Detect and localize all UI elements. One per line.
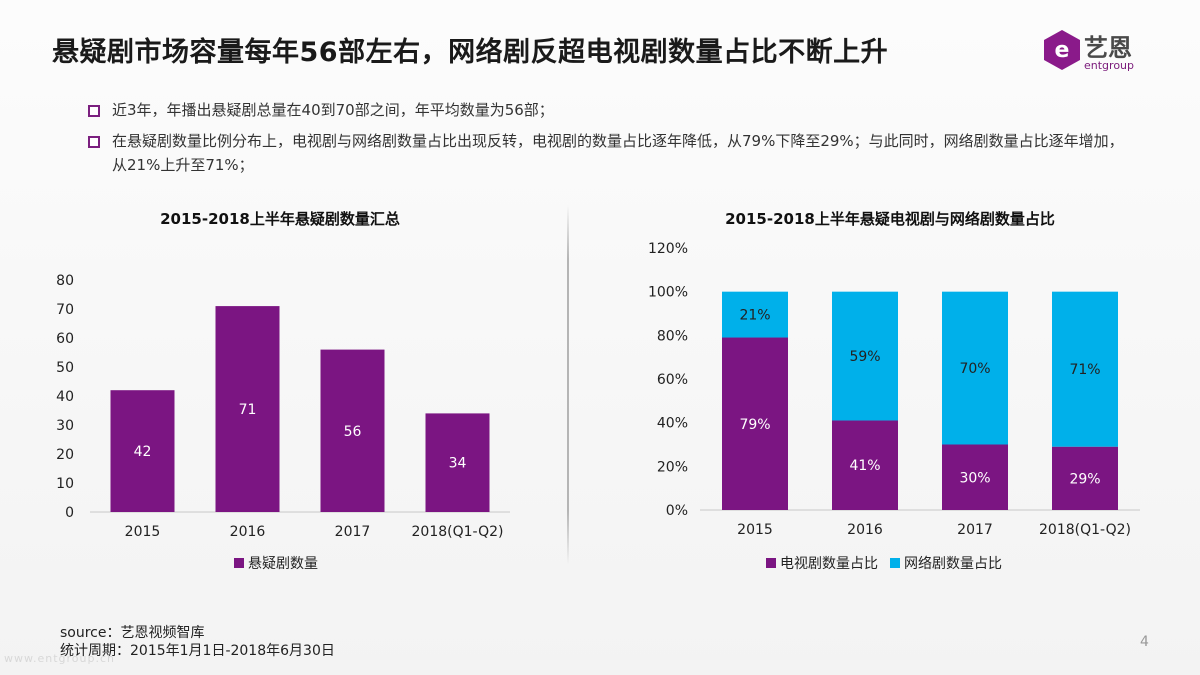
legend-swatch	[890, 558, 900, 568]
y-tick-label: 10	[56, 476, 74, 492]
y-tick-label: 100%	[648, 285, 688, 301]
x-tick-label: 2015	[125, 524, 161, 540]
x-tick-label: 2016	[847, 522, 883, 538]
tv-share-bar	[942, 444, 1008, 510]
y-tick-label: 60%	[657, 372, 688, 388]
y-tick-label: 0	[65, 505, 74, 521]
y-tick-label: 20%	[657, 459, 688, 475]
bar-value-label: 71	[239, 402, 257, 418]
bar	[320, 349, 385, 512]
y-tick-label: 20	[56, 447, 74, 463]
share-ratio-chart: 2015-2018上半年悬疑电视剧与网络剧数量占比 0% 20% 40% 60% 80% 1…	[648, 210, 1140, 572]
tv-share-bar	[722, 337, 788, 510]
svg-text:e: e	[1055, 38, 1070, 63]
x-tick-label: 2016	[230, 524, 266, 540]
bar-value-label: 41%	[849, 458, 880, 474]
legend-label: 悬疑剧数量	[248, 556, 318, 572]
x-tick-label: 2017	[335, 524, 371, 540]
bar-value-label: 30%	[959, 470, 990, 486]
bullet-text: 近3年，年播出悬疑剧总量在40到70部之间，年平均数量为56部；	[112, 101, 554, 119]
web-share-bar	[722, 291, 788, 338]
bar-value-label: 56	[344, 424, 362, 440]
web-share-bar	[832, 291, 898, 421]
legend-label: 网络剧数量占比	[904, 556, 1002, 572]
bar	[425, 413, 490, 512]
total-count-chart: 2015-2018上半年悬疑剧数量汇总 0 10 20 30 40 50 60 70 80 42 20…	[56, 210, 510, 572]
bullet-item: 在悬疑剧数量比例分布上，电视剧与网络剧数量占比出现反转，电视剧的数量占比逐年降低…	[88, 129, 1128, 177]
x-tick-label: 2018(Q1-Q2)	[412, 524, 504, 540]
bar-value-label: 29%	[1069, 471, 1100, 487]
bullet-text: 在悬疑剧数量比例分布上，电视剧与网络剧数量占比出现反转，电视剧的数量占比逐年降低…	[112, 132, 1124, 174]
bar-value-label: 42	[134, 444, 152, 460]
bar	[215, 306, 280, 512]
bar-value-label: 79%	[739, 417, 770, 433]
square-bullet-icon	[88, 105, 100, 117]
logo-cn-text: 艺恩	[1084, 34, 1132, 62]
source-text: source：艺恩视频智库	[60, 625, 205, 641]
bar-value-label: 71%	[1069, 362, 1100, 378]
period-text: 统计周期：2015年1月1日-2018年6月30日	[60, 643, 335, 659]
bullet-item: 近3年，年播出悬疑剧总量在40到70部之间，年平均数量为56部；	[88, 98, 1128, 122]
web-share-bar	[942, 291, 1008, 445]
entgroup-logo: e 艺恩 entgroup	[1042, 28, 1172, 78]
y-tick-label: 60	[56, 331, 74, 347]
y-tick-label: 70	[56, 302, 74, 318]
logo-e-icon: e	[1044, 30, 1080, 70]
y-tick-label: 40%	[657, 416, 688, 432]
legend-swatch	[234, 558, 244, 568]
y-tick-label: 80%	[657, 328, 688, 344]
chart-title: 2015-2018上半年悬疑剧数量汇总	[160, 210, 400, 228]
x-tick-label: 2015	[737, 522, 773, 538]
y-tick-label: 50	[56, 360, 74, 376]
page-number: 4	[1140, 634, 1149, 650]
bar-value-label: 59%	[849, 349, 880, 365]
legend-swatch	[766, 558, 776, 568]
y-tick-label: 0%	[666, 503, 688, 519]
source-note: source：艺恩视频智库 统计周期：2015年1月1日-2018年6月30日	[60, 624, 335, 660]
tv-share-bar	[832, 420, 898, 510]
tv-share-bar	[1052, 446, 1118, 510]
watermark: www.entgroup.cn	[4, 652, 115, 665]
square-bullet-icon	[88, 136, 100, 148]
x-tick-label: 2018(Q1-Q2)	[1039, 522, 1131, 538]
y-tick-label: 120%	[648, 241, 688, 257]
y-tick-label: 40	[56, 389, 74, 405]
legend-label: 电视剧数量占比	[780, 556, 878, 572]
page-title: 悬疑剧市场容量每年56部左右，网络剧反超电视剧数量占比不断上升	[52, 37, 889, 68]
logo-en-text: entgroup	[1084, 59, 1134, 72]
chart-divider	[567, 205, 569, 565]
chart-title: 2015-2018上半年悬疑电视剧与网络剧数量占比	[725, 210, 1055, 228]
bar-value-label: 70%	[959, 361, 990, 377]
summary-bullets: 近3年，年播出悬疑剧总量在40到70部之间，年平均数量为56部； 在悬疑剧数量比…	[88, 98, 1128, 184]
bar	[110, 390, 175, 512]
bar-value-label: 34	[449, 456, 467, 472]
bar-value-label: 21%	[739, 308, 770, 324]
y-tick-label: 30	[56, 418, 74, 434]
web-share-bar	[1052, 291, 1118, 447]
x-tick-label: 2017	[957, 522, 993, 538]
y-tick-label: 80	[56, 273, 74, 289]
